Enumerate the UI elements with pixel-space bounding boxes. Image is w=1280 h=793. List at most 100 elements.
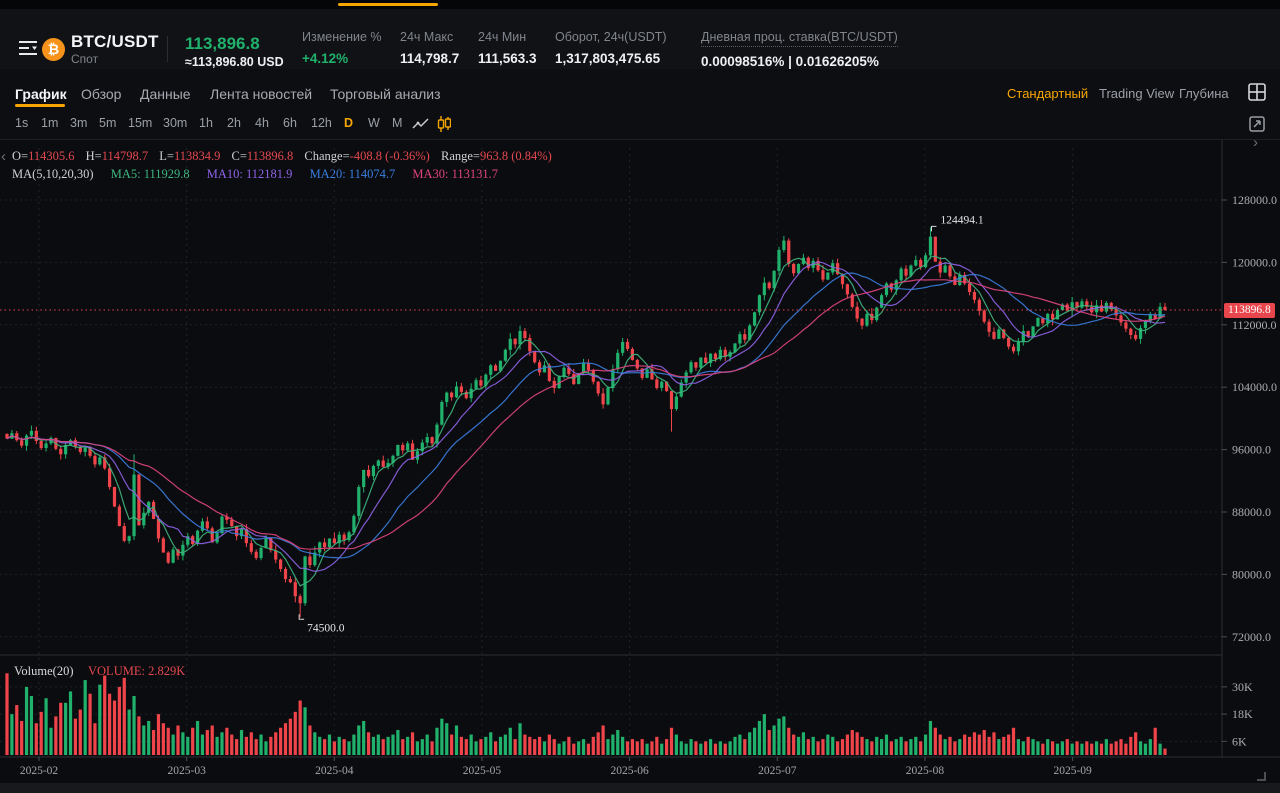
svg-text:88000.0: 88000.0 xyxy=(1232,505,1271,519)
chevron-left-icon[interactable]: ‹ xyxy=(1,148,6,165)
tf-1h[interactable]: 1h xyxy=(199,116,213,130)
stat-change-label: Изменение % xyxy=(302,30,382,44)
svg-text:2025-07: 2025-07 xyxy=(758,765,797,777)
ohlc-range: Range=963.8 (0.84%) xyxy=(440,149,552,163)
pane-resize-handle[interactable] xyxy=(1257,772,1266,781)
ohlc-info-row: O=114305.6 H=114798.7 L=113834.9 C=11389… xyxy=(12,149,560,164)
svg-text:18K: 18K xyxy=(1232,707,1253,721)
stat-low-label: 24ч Мин xyxy=(478,30,527,44)
hamburger-menu-icon[interactable] xyxy=(18,40,38,56)
stat-funding-rate-value: 0.00098516% | 0.01626205% xyxy=(701,54,879,69)
ohlc-close: C=113896.8 xyxy=(231,149,294,163)
ohlc-open: O=114305.6 xyxy=(12,149,75,163)
fullscreen-icon[interactable] xyxy=(1249,116,1265,132)
svg-text:72000.0: 72000.0 xyxy=(1232,630,1271,644)
header: ₿ BTC/USDT Спот 113,896.8 ≈113,896.80 US… xyxy=(0,9,1280,69)
volume-bars xyxy=(5,673,1167,755)
tf-1s[interactable]: 1s xyxy=(15,116,29,130)
ma30-value: MA30: 113131.7 xyxy=(412,167,498,181)
svg-text:120000.0: 120000.0 xyxy=(1232,255,1277,269)
btc-coin-icon: ₿ xyxy=(42,38,65,61)
tf-1m[interactable]: 1m xyxy=(41,116,59,130)
ma20-line xyxy=(6,272,1166,559)
svg-text:30K: 30K xyxy=(1232,680,1253,694)
tab-data[interactable]: Данные xyxy=(140,86,191,102)
top-scroll-indicator[interactable] xyxy=(338,3,438,6)
svg-text:2025-08: 2025-08 xyxy=(906,765,945,777)
tf-4h[interactable]: 4h xyxy=(255,116,269,130)
svg-text:2025-09: 2025-09 xyxy=(1053,765,1092,777)
tf-1w[interactable]: W xyxy=(368,116,380,130)
chart-mode-standard[interactable]: Стандартный xyxy=(1007,86,1089,101)
tf-5m[interactable]: 5m xyxy=(99,116,117,130)
volume-axis-labels: 30K 18K 6K xyxy=(1222,680,1253,748)
tf-30m[interactable]: 30m xyxy=(163,116,188,130)
ohlc-low: L=113834.9 xyxy=(159,149,221,163)
svg-text:74500.0: 74500.0 xyxy=(307,622,345,634)
chart-frame xyxy=(0,140,1280,758)
tabs-row: График Обзор Данные Лента новостей Торго… xyxy=(0,69,1280,109)
bottom-scrollbar-strip[interactable] xyxy=(0,783,1280,793)
last-price: 113,896.8 xyxy=(185,34,260,53)
tf-12h[interactable]: 12h xyxy=(311,116,332,130)
stat-high: 24ч Макс 114,798.7 xyxy=(400,30,459,66)
stat-turnover-value: 1,317,803,475.65 xyxy=(555,51,661,66)
ma5-value: MA5: 111929.8 xyxy=(110,167,190,181)
svg-text:112000.0: 112000.0 xyxy=(1232,318,1277,332)
date-axis-labels: 2025-02 2025-03 2025-04 2025-05 2025-06 2025-… xyxy=(20,757,1092,777)
tab-overview[interactable]: Обзор xyxy=(81,86,122,102)
candles xyxy=(5,227,1167,618)
current-price-badge: 113896.8 xyxy=(1224,303,1275,318)
top-strip xyxy=(0,0,1280,9)
tf-1M[interactable]: M xyxy=(392,116,403,130)
tab-news-feed[interactable]: Лента новостей xyxy=(210,86,313,102)
stat-low: 24ч Мин 111,563.3 xyxy=(478,30,537,66)
tab-chart[interactable]: График xyxy=(15,86,67,102)
ma-info-row: MA(5,10,20,30) MA5: 111929.8 MA10: 11218… xyxy=(12,167,512,182)
ma20-value: MA20: 114074.7 xyxy=(309,167,396,181)
svg-text:104000.0: 104000.0 xyxy=(1232,380,1277,394)
chart-mode-tradingview[interactable]: Trading View xyxy=(1099,86,1175,101)
header-divider xyxy=(167,36,168,62)
candlestick-chart-type-icon[interactable] xyxy=(437,116,451,132)
volume-indicator-label: Volume(20) xyxy=(14,664,74,678)
svg-text:2025-06: 2025-06 xyxy=(610,765,649,777)
price-annotations: 124494.1 74500.0 xyxy=(298,214,984,634)
svg-text:96000.0: 96000.0 xyxy=(1232,443,1271,457)
svg-text:2025-04: 2025-04 xyxy=(315,765,354,777)
chart-mode-depth[interactable]: Глубина xyxy=(1179,86,1229,101)
active-tab-underline xyxy=(15,104,65,107)
stat-high-label: 24ч Макс xyxy=(400,30,454,44)
tf-6h[interactable]: 6h xyxy=(283,116,297,130)
market-type-label: Спот xyxy=(71,52,99,66)
tf-1d[interactable]: D xyxy=(344,116,354,130)
svg-text:2025-05: 2025-05 xyxy=(463,765,502,777)
stat-change: Изменение % +4.12% xyxy=(302,30,382,66)
svg-text:2025-02: 2025-02 xyxy=(20,765,59,777)
stat-funding-rate-label[interactable]: Дневная проц. ставка(BTC/USDT) xyxy=(701,30,898,47)
ma5-line xyxy=(6,255,1166,587)
pair-title[interactable]: BTC/USDT xyxy=(71,32,159,51)
stat-low-value: 111,563.3 xyxy=(478,51,537,66)
chevron-right-icon[interactable]: › xyxy=(1253,134,1258,151)
stat-change-value: +4.12% xyxy=(302,51,349,66)
candlestick-chart[interactable]: 128000.0 120000.0 112000.0 104000.0 96000.0 8… xyxy=(0,140,1280,783)
line-chart-type-icon[interactable] xyxy=(412,118,430,130)
tf-15m[interactable]: 15m xyxy=(128,116,153,130)
chart-region: 128000.0 120000.0 112000.0 104000.0 96000.0 8… xyxy=(0,134,1280,783)
volume-current-value: VOLUME: 2.829K xyxy=(88,664,186,678)
tab-trading-analysis[interactable]: Торговый анализ xyxy=(330,86,441,102)
stat-funding-rate: Дневная проц. ставка(BTC/USDT) 0.0009851… xyxy=(701,30,898,69)
usd-price: ≈113,896.80 USD xyxy=(185,55,284,69)
ma30-line xyxy=(6,279,1166,550)
ohlc-change: Change=-408.8 (-0.36%) xyxy=(304,149,430,163)
grid-layout-icon[interactable] xyxy=(1248,83,1266,101)
tf-2h[interactable]: 2h xyxy=(227,116,241,130)
tf-3m[interactable]: 3m xyxy=(70,116,88,130)
ma10-value: MA10: 112181.9 xyxy=(206,167,293,181)
svg-text:80000.0: 80000.0 xyxy=(1232,567,1271,581)
price-axis-labels: 128000.0 120000.0 112000.0 104000.0 96000.0 8… xyxy=(1222,193,1277,644)
svg-text:2025-03: 2025-03 xyxy=(167,765,206,777)
stat-turnover-label: Оборот, 24ч(USDT) xyxy=(555,30,667,44)
